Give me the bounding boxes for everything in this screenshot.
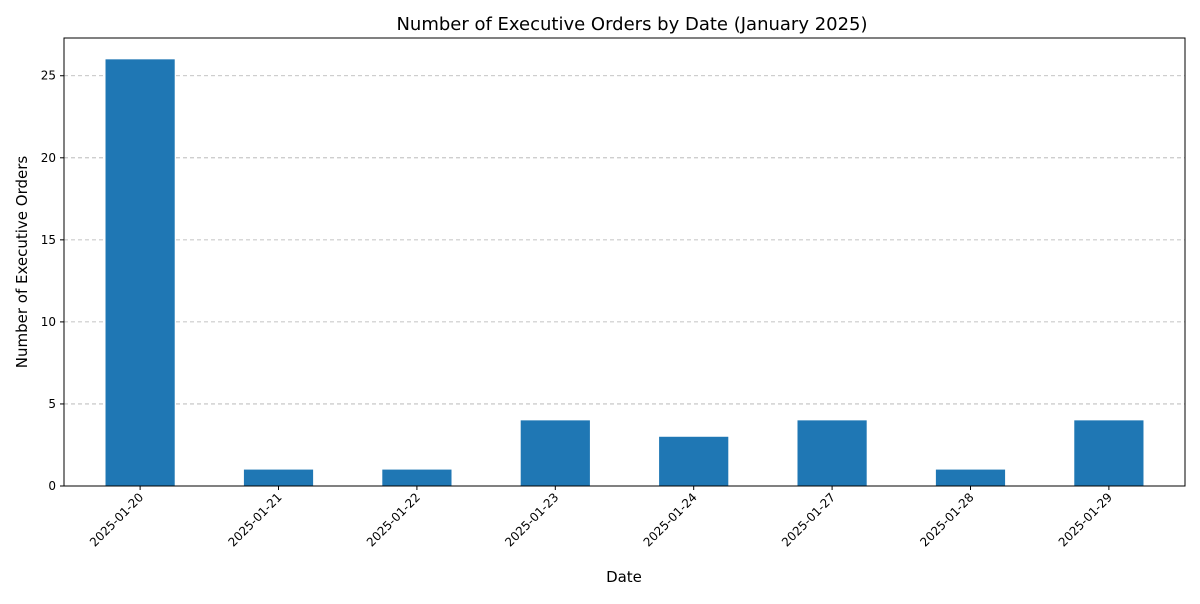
bar-2025-01-24 bbox=[659, 436, 729, 486]
y-axis-ticks: 0 5 10 15 20 25 bbox=[41, 69, 64, 493]
bar-2025-01-28 bbox=[935, 469, 1006, 486]
y-tick-label: 0 bbox=[48, 479, 56, 493]
bar-2025-01-22 bbox=[382, 469, 452, 486]
x-tick-label: 2025-01-21 bbox=[225, 490, 284, 549]
x-tick-label: 2025-01-23 bbox=[502, 490, 561, 549]
y-tick-label: 25 bbox=[41, 69, 56, 83]
bar-2025-01-21 bbox=[243, 469, 314, 486]
x-axis-label: Date bbox=[606, 568, 642, 586]
grid-lines bbox=[64, 75, 1185, 405]
x-tick-label: 2025-01-28 bbox=[917, 490, 976, 549]
x-tick-label: 2025-01-22 bbox=[364, 490, 423, 549]
chart-title: Number of Executive Orders by Date (Janu… bbox=[396, 14, 867, 35]
bar-2025-01-23 bbox=[520, 420, 590, 486]
bar-2025-01-20 bbox=[105, 59, 175, 486]
bars bbox=[105, 59, 1144, 486]
x-tick-label: 2025-01-29 bbox=[1056, 490, 1115, 549]
y-tick-label: 15 bbox=[41, 233, 56, 247]
x-tick-label: 2025-01-27 bbox=[779, 490, 838, 549]
y-tick-label: 20 bbox=[41, 151, 56, 165]
x-tick-label: 2025-01-20 bbox=[87, 490, 146, 549]
y-tick-label: 10 bbox=[41, 315, 56, 329]
y-tick-label: 5 bbox=[48, 397, 56, 411]
x-tick-label: 2025-01-24 bbox=[641, 490, 700, 549]
y-axis-label: Number of Executive Orders bbox=[13, 156, 31, 369]
bar-2025-01-27 bbox=[797, 420, 867, 486]
x-axis-ticks: 2025-01-20 2025-01-21 2025-01-22 2025-01-23… bbox=[87, 486, 1115, 549]
axes-frame bbox=[63, 37, 1186, 487]
bar-2025-01-29 bbox=[1074, 420, 1144, 486]
